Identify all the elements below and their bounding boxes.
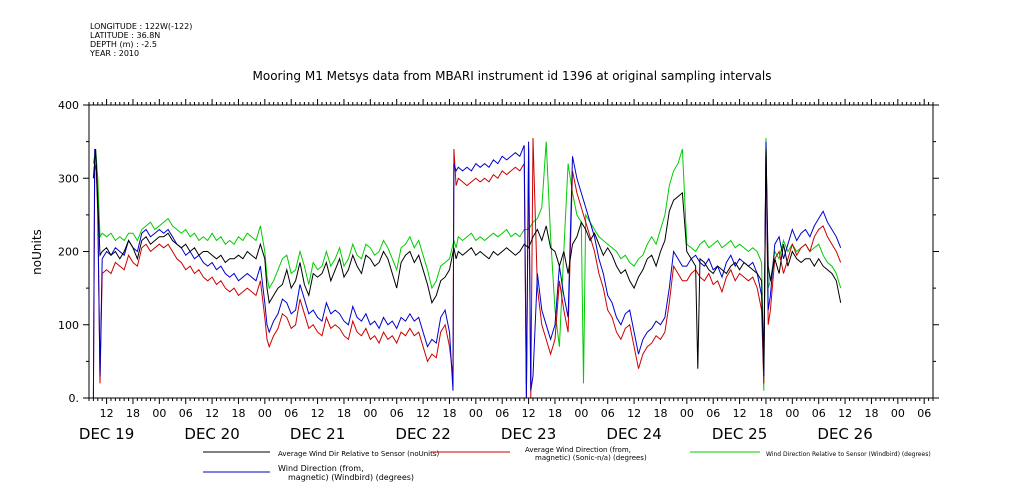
x-tick-label: 12 bbox=[205, 407, 219, 420]
x-tick-label: 12 bbox=[733, 407, 747, 420]
x-tick-label: 00 bbox=[680, 407, 694, 420]
meta-latitude: LATITUDE : 36.8N bbox=[90, 31, 161, 40]
x-tick-label: 18 bbox=[337, 407, 351, 420]
x-tick-label: 12 bbox=[838, 407, 852, 420]
meta-depth: DEPTH (m) : -2.5 bbox=[90, 40, 157, 49]
day-label: DEC 23 bbox=[501, 425, 556, 443]
x-tick-label: 12 bbox=[311, 407, 325, 420]
y-tick-label: 100 bbox=[58, 319, 79, 332]
legend-label-3: Wind Direction Relative to Sensor (Windb… bbox=[766, 451, 931, 458]
legend-label-2: Average Wind Direction (from, bbox=[525, 446, 631, 454]
x-tick-label: 06 bbox=[284, 407, 298, 420]
x-tick-label: 06 bbox=[812, 407, 826, 420]
day-label: DEC 21 bbox=[290, 425, 345, 443]
x-tick-label: 00 bbox=[469, 407, 483, 420]
x-tick-label: 06 bbox=[706, 407, 720, 420]
series-line-3 bbox=[92, 137, 842, 391]
y-tick-label: 0. bbox=[69, 392, 80, 405]
x-tick-label: 06 bbox=[917, 407, 931, 420]
x-tick-label: 18 bbox=[759, 407, 773, 420]
x-tick-label: 12 bbox=[522, 407, 536, 420]
x-tick-label: 18 bbox=[231, 407, 245, 420]
x-tick-label: 18 bbox=[548, 407, 562, 420]
day-label: DEC 26 bbox=[817, 425, 872, 443]
x-tick-label: 12 bbox=[100, 407, 114, 420]
x-tick-label: 18 bbox=[653, 407, 667, 420]
chart-title: Mooring M1 Metsys data from MBARI instru… bbox=[253, 69, 772, 83]
y-axis-label: noUnits bbox=[30, 229, 44, 275]
legend-label-1: Average Wind Dir Relative to Sensor (noU… bbox=[278, 450, 439, 458]
legend-label-4-line2: magnetic) (Windbird) (degrees) bbox=[288, 473, 414, 482]
y-tick-label: 200 bbox=[58, 246, 79, 259]
x-tick-label: 06 bbox=[179, 407, 193, 420]
x-tick-label: 18 bbox=[864, 407, 878, 420]
x-tick-label: 06 bbox=[495, 407, 509, 420]
legend-label-4: Wind Direction (from, bbox=[278, 464, 364, 473]
day-label: DEC 24 bbox=[606, 425, 661, 443]
day-label: DEC 20 bbox=[184, 425, 239, 443]
y-tick-label: 400 bbox=[58, 99, 79, 112]
meta-longitude: LONGITUDE : 122W(-122) bbox=[90, 22, 193, 31]
x-tick-label: 12 bbox=[627, 407, 641, 420]
day-label: DEC 19 bbox=[79, 425, 134, 443]
x-tick-label: 00 bbox=[258, 407, 272, 420]
x-tick-label: 18 bbox=[126, 407, 140, 420]
x-tick-label: 18 bbox=[442, 407, 456, 420]
series-line-2 bbox=[92, 137, 842, 398]
x-tick-label: 00 bbox=[152, 407, 166, 420]
x-tick-label: 06 bbox=[390, 407, 404, 420]
x-tick-label: 00 bbox=[574, 407, 588, 420]
day-label: DEC 25 bbox=[712, 425, 767, 443]
y-tick-label: 300 bbox=[58, 172, 79, 185]
day-label: DEC 22 bbox=[395, 425, 450, 443]
x-tick-label: 12 bbox=[416, 407, 430, 420]
x-tick-label: 00 bbox=[363, 407, 377, 420]
legend-label-2-line2: magnetic) (Sonic-n/a) (degrees) bbox=[535, 454, 647, 462]
meta-year: YEAR : 2010 bbox=[90, 49, 140, 58]
x-tick-label: 06 bbox=[601, 407, 615, 420]
x-tick-label: 00 bbox=[891, 407, 905, 420]
x-tick-label: 00 bbox=[785, 407, 799, 420]
series-line-1 bbox=[92, 148, 842, 369]
